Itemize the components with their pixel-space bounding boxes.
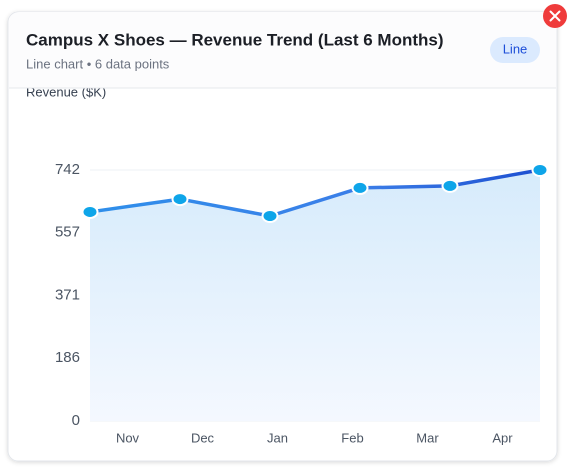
area: [90, 170, 540, 421]
y-tick-label: 557: [55, 224, 80, 241]
x-tick-label: Nov: [116, 430, 140, 445]
point: [261, 209, 279, 224]
point: [441, 178, 459, 193]
y-tick-label: 0: [72, 412, 80, 429]
line: [89, 168, 541, 218]
x-tick-label: Dec: [191, 430, 215, 445]
y-tick-label: 742: [55, 161, 80, 178]
badge: [490, 37, 540, 63]
subtitle: Line chart • 6 data points: [26, 56, 170, 71]
point: [171, 192, 189, 207]
x-tick-label: Apr: [492, 430, 513, 445]
card-header: Campus X Shoes — Revenue Trend (Last 6 M…: [9, 12, 556, 89]
x-tick-label: Mar: [416, 430, 439, 445]
y-tick-label: 371: [55, 286, 80, 303]
point: [81, 204, 99, 219]
close-button[interactable]: [543, 4, 567, 28]
y-tick-label: 186: [55, 349, 80, 366]
x-tick-label: Jan: [267, 430, 288, 445]
badge-text: Line: [503, 41, 528, 56]
title: Campus X Shoes — Revenue Trend (Last 6 M…: [26, 30, 444, 49]
point: [351, 180, 369, 195]
point: [531, 163, 549, 177]
x-tick-label: Feb: [341, 430, 363, 445]
